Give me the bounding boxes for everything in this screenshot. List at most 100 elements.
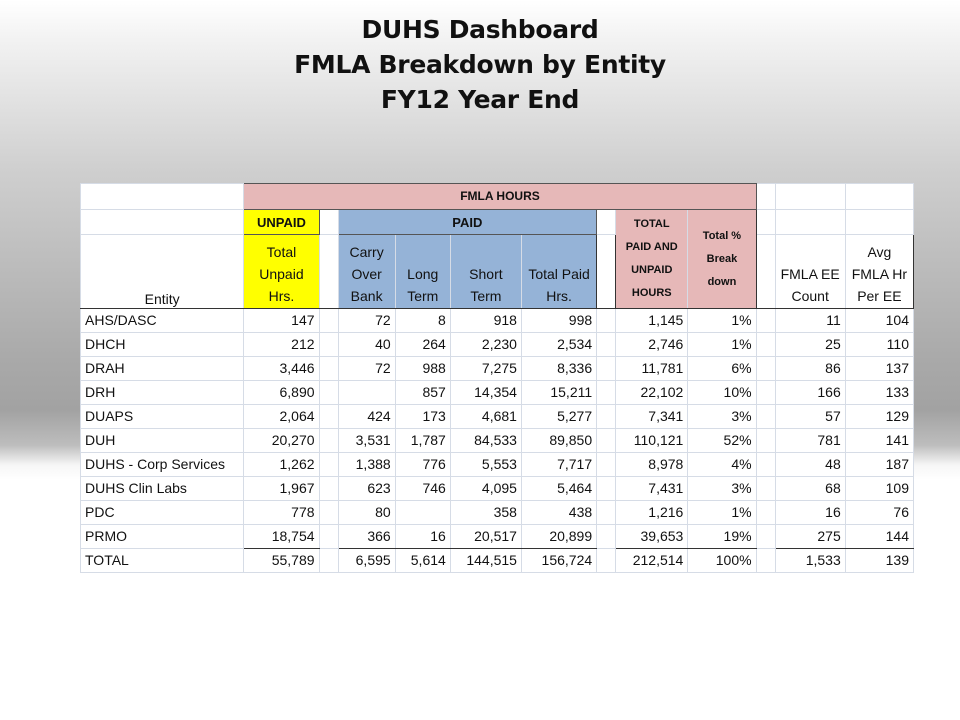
total-unpaid-cell: 2,064 — [243, 404, 320, 429]
short-term-cell: 7,275 — [449, 356, 522, 381]
total-paid-header: Total Paid Hrs. — [520, 234, 598, 309]
long-term-cell: 8 — [394, 308, 451, 333]
avg-fmla-hr-cell: 129 — [844, 404, 915, 429]
blank-cell — [318, 500, 339, 525]
table-row: DUAPS 2,064 424 173 4,681 5,277 7,341 3% 57 129 — [79, 404, 915, 429]
table-row: DUHS Clin Labs 1,967 623 746 4,095 5,464 7,431… — [79, 476, 915, 501]
blank-cell — [844, 183, 915, 210]
table-row: DUHS - Corp Services 1,262 1,388 776 5,553 7,… — [79, 452, 915, 477]
fmla-hours-header: FMLA HOURS — [243, 183, 757, 210]
total-hours-cell: 7,431 — [615, 476, 689, 501]
carry-over-cell: 80 — [337, 500, 396, 525]
carry-over-cell: 3,531 — [337, 428, 396, 453]
total-unpaid-header: Total Unpaid Hrs. — [243, 234, 320, 309]
entity-cell: DUHS Clin Labs — [79, 476, 245, 501]
long-term-cell: 1,787 — [394, 428, 451, 453]
long-term-cell: 776 — [394, 452, 451, 477]
blank-cell — [755, 500, 776, 525]
avg-fmla-hr-cell: 109 — [844, 476, 915, 501]
blank-cell — [755, 428, 776, 453]
total-unpaid-cell: 1,967 — [243, 476, 320, 501]
entity-header: Entity — [79, 234, 245, 309]
table-row: PRMO 18,754 366 16 20,517 20,899 39,653 19% 275 1… — [79, 524, 915, 549]
fmla-ee-count-cell: 1,533 — [774, 548, 846, 573]
blank-cell — [318, 332, 339, 357]
avg-fmla-hr-cell: 110 — [844, 332, 915, 357]
total-unpaid-cell: 3,446 — [243, 356, 320, 381]
long-term-cell: 173 — [394, 404, 451, 429]
total-unpaid-cell: 18,754 — [243, 524, 320, 549]
paid-header: PAID — [337, 209, 598, 235]
table-row: DHCH 212 40 264 2,230 2,534 2,746 1% 25 110 — [79, 332, 915, 357]
blank-cell — [596, 234, 617, 309]
total-row: TOTAL 55,789 6,595 5,614 144,515 156,724 212,5… — [79, 548, 915, 573]
avg-fmla-hr-cell: 141 — [844, 428, 915, 453]
total-pct-cell: 4% — [687, 452, 757, 477]
short-term-cell: 918 — [449, 308, 522, 333]
avg-fmla-header: Avg FMLA Hr Per EE — [844, 234, 915, 309]
blank-cell — [755, 356, 776, 381]
avg-fmla-hr-cell: 104 — [844, 308, 915, 333]
total-pct-cell: 10% — [687, 380, 757, 405]
long-term-header: Long Term — [394, 234, 451, 309]
fmla-table-container: FMLA HOURS UNPAID PAID TOTAL PAID AND UN… — [79, 183, 915, 573]
total-hours-cell: 39,653 — [615, 524, 689, 549]
long-term-cell: 988 — [394, 356, 451, 381]
unpaid-header: UNPAID — [243, 209, 320, 235]
total-pct-cell: 19% — [687, 524, 757, 549]
total-unpaid-cell: 778 — [243, 500, 320, 525]
total-paid-cell: 15,211 — [520, 380, 598, 405]
total-unpaid-cell: 1,262 — [243, 452, 320, 477]
short-term-cell: 358 — [449, 500, 522, 525]
long-term-cell: 746 — [394, 476, 451, 501]
total-paid-cell: 7,717 — [520, 452, 598, 477]
blank-cell — [79, 183, 245, 210]
carry-over-cell — [337, 380, 396, 405]
fmla-ee-count-cell: 48 — [774, 452, 846, 477]
blank-cell — [755, 548, 776, 573]
fmla-ee-count-cell: 68 — [774, 476, 846, 501]
table-row: DRH 6,890 857 14,354 15,211 22,102 10% 166 133 — [79, 380, 915, 405]
entity-cell: DHCH — [79, 332, 245, 357]
carry-over-cell: 424 — [337, 404, 396, 429]
table-row: DUH 20,270 3,531 1,787 84,533 89,850 110,121 52… — [79, 428, 915, 453]
fmla-ee-count-cell: 86 — [774, 356, 846, 381]
blank-cell — [596, 332, 617, 357]
blank-cell — [596, 476, 617, 501]
total-hours-cell: 8,978 — [615, 452, 689, 477]
page-title: DUHS Dashboard FMLA Breakdown by Entity … — [0, 12, 960, 117]
long-term-cell: 16 — [394, 524, 451, 549]
fmla-ee-count-cell: 275 — [774, 524, 846, 549]
total-paid-cell: 998 — [520, 308, 598, 333]
total-pct-cell: 100% — [687, 548, 757, 573]
avg-fmla-hr-cell: 144 — [844, 524, 915, 549]
long-term-cell: 5,614 — [394, 548, 451, 573]
total-pct-cell: 1% — [687, 308, 757, 333]
blank-cell — [755, 380, 776, 405]
carry-over-cell: 366 — [337, 524, 396, 549]
fmla-ee-count-cell: 781 — [774, 428, 846, 453]
blank-cell — [774, 183, 846, 210]
avg-fmla-hr-cell: 133 — [844, 380, 915, 405]
entity-cell: DUHS - Corp Services — [79, 452, 245, 477]
total-paid-cell: 438 — [520, 500, 598, 525]
total-hours-cell: 7,341 — [615, 404, 689, 429]
total-pct-cell: 1% — [687, 500, 757, 525]
avg-fmla-hr-cell: 137 — [844, 356, 915, 381]
avg-fmla-hr-cell: 139 — [844, 548, 915, 573]
total-paid-cell: 2,534 — [520, 332, 598, 357]
blank-cell — [596, 356, 617, 381]
table-row: AHS/DASC 147 72 8 918 998 1,145 1% 11 104 — [79, 308, 915, 333]
entity-cell: DRAH — [79, 356, 245, 381]
blank-cell — [755, 452, 776, 477]
blank-cell — [755, 476, 776, 501]
short-term-cell: 84,533 — [449, 428, 522, 453]
total-pct-cell: 52% — [687, 428, 757, 453]
total-hours-cell: 1,216 — [615, 500, 689, 525]
header-row-columns: Entity Total Unpaid Hrs. Carry Over Bank… — [79, 234, 915, 309]
carry-over-cell: 72 — [337, 356, 396, 381]
fmla-ee-count-cell: 57 — [774, 404, 846, 429]
total-pct-cell: 3% — [687, 404, 757, 429]
fmla-ee-count-cell: 25 — [774, 332, 846, 357]
fmla-table: FMLA HOURS UNPAID PAID TOTAL PAID AND UN… — [79, 183, 915, 573]
